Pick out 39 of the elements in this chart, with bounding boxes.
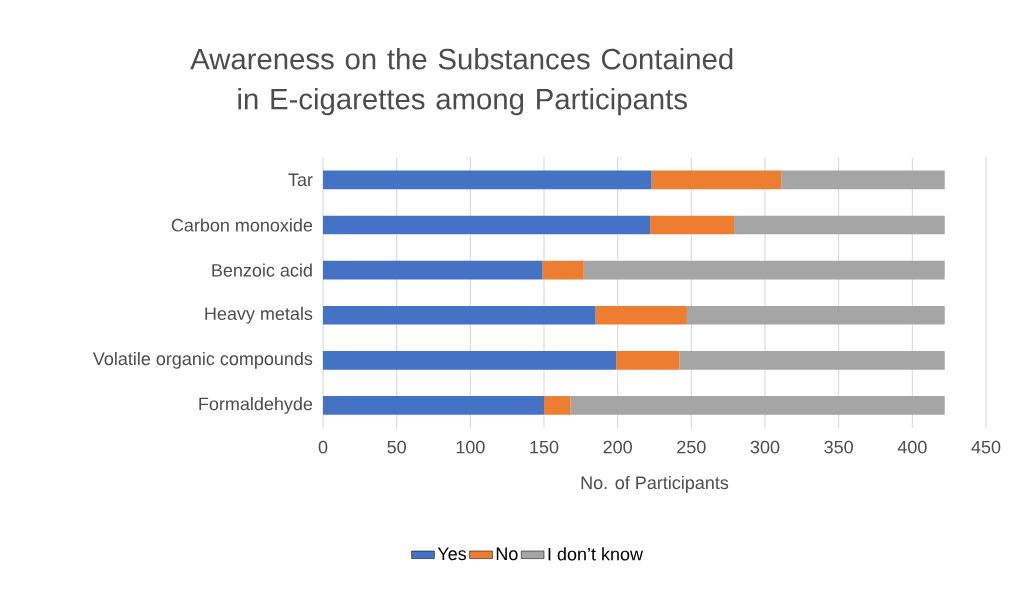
x-tick-label: 200 [603, 440, 632, 454]
y-tick-label: Tar [288, 173, 313, 187]
bar [542, 260, 584, 280]
x-tick-label: 100 [456, 440, 485, 454]
bar [781, 170, 945, 190]
y-tick-label: Formaldehyde [199, 397, 313, 414]
bar [734, 215, 945, 235]
bar [616, 350, 680, 370]
bar [595, 305, 687, 325]
bar [544, 396, 571, 415]
x-tick-label: 250 [677, 440, 706, 454]
x-tick-label: 0 [318, 440, 328, 454]
y-tick-label: Carbon monoxide [171, 218, 313, 232]
legend-label: Yes [437, 547, 467, 561]
bar [323, 396, 544, 415]
x-tick-label: 300 [750, 440, 780, 454]
x-tick-label: 350 [824, 440, 853, 454]
x-axis-title: No. of Participants [581, 475, 729, 493]
bar [570, 396, 945, 415]
x-tick-label: 50 [387, 440, 406, 454]
bar [583, 260, 945, 280]
bar [323, 305, 596, 325]
x-tick-label: 450 [971, 440, 1001, 454]
bar [679, 350, 945, 370]
legend-label: No [496, 547, 518, 561]
chart-title: Awareness on the Substances Contained in E-cigarettes among Participants [190, 47, 733, 116]
bar [686, 305, 945, 325]
y-tick-label: Volatile organic compounds [92, 351, 313, 369]
legend-label: I don’t know [548, 547, 644, 561]
x-tick-label: 150 [530, 440, 559, 454]
bar [650, 215, 735, 235]
bar [323, 215, 651, 235]
y-tick-label: Heavy metals [205, 306, 313, 324]
x-tick-label: 400 [897, 440, 927, 454]
bar [323, 350, 617, 370]
bar [323, 260, 543, 280]
y-tick-label: Benzoic acid [212, 263, 312, 277]
bar [651, 170, 782, 190]
bar [323, 170, 652, 190]
